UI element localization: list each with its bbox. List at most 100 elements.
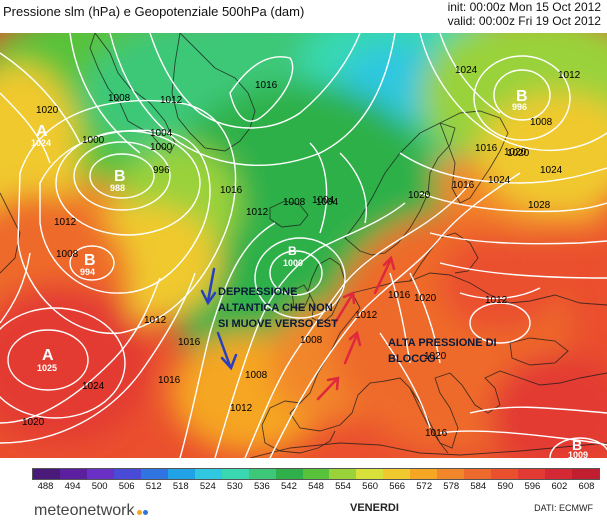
low-center: B 1000	[283, 244, 303, 268]
isobar-label: 1008	[245, 370, 268, 381]
red-arrow	[343, 335, 358, 365]
brand-dots-icon	[136, 502, 149, 520]
center-value: 994	[80, 267, 95, 277]
legend-ticks: 488 494 500 506 512 518 524 530 536 542 548 554 560 5…	[32, 481, 600, 492]
annotation-depression: DEPRESSIONE ALTANTICA CHE NON SI MUOVE V…	[218, 286, 338, 330]
red-arrow-head	[382, 255, 396, 271]
isobar-label: 1012	[355, 310, 378, 321]
legend-swatch	[518, 469, 546, 479]
legend-swatch	[33, 469, 60, 479]
legend-tick: 560	[362, 481, 379, 492]
legend-tick: 536	[253, 481, 270, 492]
brand-logo: meteonetwork	[34, 502, 149, 520]
red-arrow	[333, 293, 354, 325]
blue-arrow-head	[200, 289, 217, 306]
legend-tick: 488	[37, 481, 54, 492]
legend-swatch	[464, 469, 492, 479]
isobars	[0, 33, 607, 458]
isobar-label: 1004	[312, 195, 335, 206]
center-letter: B	[114, 168, 126, 185]
map-svg: 1020 1000 1008 1012 1004 1000 996 1016 1…	[0, 33, 607, 458]
low-center: B 994	[80, 252, 96, 277]
data-source: DATI: ECMWF	[534, 503, 593, 513]
red-arrows	[316, 255, 396, 401]
isobar-label: 1016	[452, 180, 475, 191]
legend-tick: 578	[443, 481, 460, 492]
isobar-label: 1004	[316, 197, 339, 208]
legend-tick: 590	[497, 481, 514, 492]
legend-tick: 596	[524, 481, 541, 492]
legend-tick: 608	[578, 481, 595, 492]
isobar-label: 1020	[408, 190, 431, 201]
isobar-label: 1008	[530, 117, 553, 128]
blue-arrows	[200, 267, 238, 371]
legend-tick: 524	[199, 481, 216, 492]
annotation-high: ALTA PRESSIONE DI BLOCCO	[388, 337, 500, 365]
isobar-label: 1012	[246, 207, 269, 218]
legend-tick: 506	[118, 481, 135, 492]
legend-swatch	[491, 469, 519, 479]
isobar-label: 1012	[230, 403, 253, 414]
annotation-depression-line: ALTANTICA CHE NON	[218, 302, 333, 314]
legend-swatch	[437, 469, 465, 479]
low-center: B 988	[110, 168, 126, 193]
isobar-label: 1020	[36, 105, 59, 116]
legend-tick: 602	[551, 481, 568, 492]
isobar-label: 1020	[507, 148, 530, 159]
isobar-label: 1028	[528, 200, 551, 211]
legend-color-bar	[32, 468, 600, 480]
isobar-label: 1016	[158, 375, 181, 386]
isobar-label: 1020	[414, 293, 437, 304]
isobar-label: 1016	[178, 337, 201, 348]
isobar-label: 1012	[144, 315, 167, 326]
center-letter: B	[84, 252, 96, 269]
legend-tick: 548	[308, 481, 324, 492]
center-letter: A	[36, 123, 48, 140]
isobar-label: 1020	[22, 417, 45, 428]
center-value: 988	[110, 183, 125, 193]
isobar-label: 1008	[56, 249, 79, 260]
legend-swatch	[221, 469, 249, 479]
isobar-label: 1008	[300, 335, 323, 346]
legend-swatch	[356, 469, 384, 479]
isobar-label: 1008	[108, 93, 131, 104]
high-center: A 1025	[37, 347, 57, 373]
brand-name: meteonetwork	[34, 502, 135, 519]
isobar-label: 1016	[388, 290, 411, 301]
weather-map: 1020 1000 1008 1012 1004 1000 996 1016 1…	[0, 33, 607, 458]
center-letter: B	[572, 437, 582, 453]
legend-swatch	[59, 469, 87, 479]
map-title: Pressione slm (hPa) e Geopotenziale 500h…	[3, 4, 305, 19]
coastlines	[0, 33, 607, 458]
legend-tick: 542	[281, 481, 297, 492]
legend-tick: 572	[416, 481, 433, 492]
red-arrow-head	[348, 330, 362, 347]
isobar-label: 1024	[488, 175, 511, 186]
legend-swatch	[329, 469, 357, 479]
legend-swatch	[86, 469, 114, 479]
legend-swatch	[275, 469, 303, 479]
annotation-high-line: BLOCCO	[388, 353, 436, 365]
red-arrow	[373, 259, 392, 295]
isobar-label: 1000	[82, 135, 105, 146]
high-center: A 1024	[31, 123, 51, 148]
legend-tick: 500	[91, 481, 108, 492]
init-time: init: 00:00z Mon 15 Oct 2012	[447, 0, 601, 14]
legend-tick: 512	[145, 481, 162, 492]
isobar-label: 1012	[160, 95, 183, 106]
legend-tick: 554	[335, 481, 351, 492]
legend-swatch	[572, 469, 600, 479]
legend-tick: 494	[64, 481, 81, 492]
valid-time: valid: 00:00z Fri 19 Oct 2012	[447, 14, 601, 28]
legend-swatch	[410, 469, 438, 479]
legend-swatch	[140, 469, 168, 479]
isobar-labels: 1020 1000 1008 1012 1004 1000 996 1016 1…	[22, 65, 581, 439]
low-center: B 996	[512, 88, 528, 112]
isobar-label: 1024	[82, 381, 105, 392]
legend-swatch	[248, 469, 276, 479]
run-info: init: 00:00z Mon 15 Oct 2012 valid: 00:0…	[448, 0, 601, 28]
isobar-label: 1008	[283, 197, 306, 208]
color-legend: 488 494 500 506 512 518 524 530 536 542 548 554 560 5…	[32, 468, 600, 492]
isobar-label: 1016	[475, 143, 498, 154]
annotation-high-line: ALTA PRESSIONE DI	[388, 337, 497, 349]
